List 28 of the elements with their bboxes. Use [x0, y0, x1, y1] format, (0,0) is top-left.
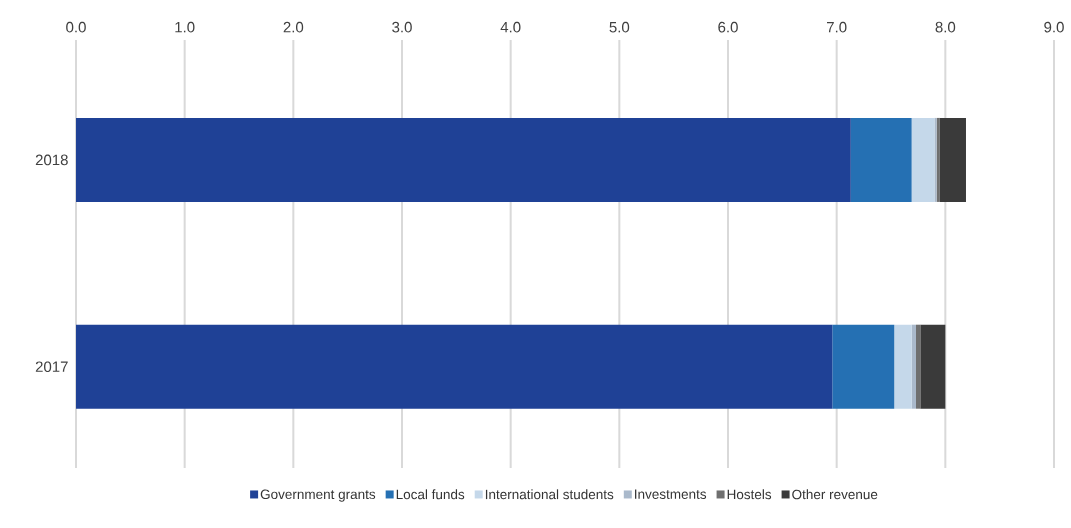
bar: [850, 117, 912, 202]
x-tick-label: 0.0: [66, 21, 86, 33]
y-tick-label: 2018: [35, 154, 68, 166]
bar: [76, 324, 833, 409]
legend-label: International students: [485, 489, 614, 500]
x-tick-label: 7.0: [827, 21, 847, 33]
x-tick-label: 6.0: [718, 21, 738, 33]
y-tick-label: 2017: [35, 361, 68, 372]
legend-label: Local funds: [396, 489, 465, 500]
x-tick-label: 5.0: [609, 21, 630, 33]
bar: [939, 117, 966, 202]
bar: [76, 117, 851, 202]
x-tick-label: 1.0: [175, 21, 195, 33]
bar: [915, 324, 921, 409]
legend-label: Other revenue: [792, 489, 878, 500]
bar: [832, 324, 895, 409]
legend-label: Government grants: [260, 489, 376, 502]
x-tick-label: 4.0: [500, 21, 521, 33]
bar: [920, 324, 946, 409]
x-tick-label: 8.0: [935, 21, 956, 33]
bar: [911, 324, 916, 409]
bar: [911, 117, 935, 202]
legend-label: Hostels: [727, 489, 772, 500]
bar: [894, 324, 912, 409]
legend-label: Investments: [635, 489, 707, 499]
x-tick-label: 3.0: [392, 21, 412, 33]
x-tick-label: 9.0: [1044, 21, 1064, 33]
x-tick-label: 2.0: [283, 21, 304, 33]
